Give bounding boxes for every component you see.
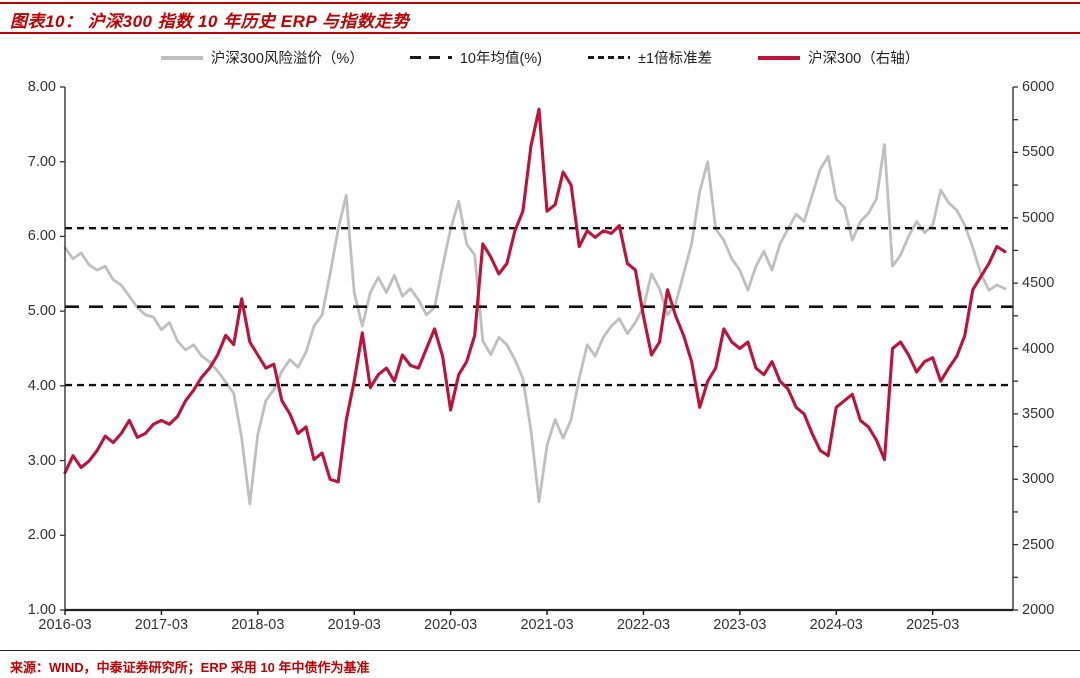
legend-item-2: ±1倍标准差 (588, 47, 712, 68)
legend-item-1: 10年均值(%) (409, 47, 543, 68)
legend-item-0: 沪深300风险溢价（%） (160, 47, 364, 68)
y-left-tick-label: 3.00 (27, 452, 56, 469)
y-right-tick-label: 3500 (1022, 405, 1055, 422)
title-bottom-rule (0, 32, 1080, 34)
plot-area (60, 86, 1018, 615)
y-left-tick-label: 1.00 (27, 602, 56, 618)
legend-label: ±1倍标准差 (638, 51, 713, 67)
y-right-tick-label: 4500 (1022, 275, 1055, 292)
index-line-series (63, 107, 1007, 484)
y-left-tick-label: 6.00 (27, 228, 56, 245)
y-right-tick-label: 2500 (1022, 536, 1055, 553)
y-right-tick-label: 5500 (1022, 144, 1055, 161)
x-tick-label: 2016-03 (38, 617, 92, 633)
y-right-tick-label: 2000 (1022, 602, 1055, 618)
x-tick-label: 2022-03 (616, 617, 671, 633)
legend-label: 10年均值(%) (459, 51, 543, 67)
chart-title: 图表10： 沪深300 指数 10 年历史 ERP 与指数走势 (10, 12, 410, 31)
x-tick-label: 2018-03 (231, 617, 285, 633)
legend-item-3: 沪深300（右轴） (758, 47, 919, 68)
source-note: 来源：WIND，中泰证券研究所；ERP 采用 10 年中债作为基准 (10, 660, 370, 675)
footer-rule (0, 650, 1080, 651)
x-tick-label: 2024-03 (809, 617, 863, 633)
y-right-tick-label: 6000 (1022, 79, 1055, 95)
x-tick-label: 2019-03 (327, 617, 381, 633)
y-left-tick-label: 7.00 (27, 153, 56, 170)
y-right-tick-label: 5000 (1022, 209, 1055, 226)
chart-legend: 沪深300风险溢价（%） 10年均值(%) ±1倍标准差 沪深300（右轴） (0, 47, 1080, 68)
legend-label: 沪深300风险溢价（%） (210, 51, 364, 67)
y-left-tick-label: 5.00 (27, 303, 56, 320)
legend-swatch-solid-gray (160, 55, 203, 60)
legend-swatch-dash-long (409, 56, 452, 59)
y-left-tick-label: 2.00 (27, 527, 56, 544)
x-tick-label: 2017-03 (134, 617, 189, 633)
legend-swatch-solid-red (758, 55, 801, 60)
y-left-tick-label: 8.00 (27, 79, 56, 95)
legend-label: 沪深300（右轴） (808, 51, 920, 67)
y-right-tick-label: 3000 (1022, 471, 1055, 488)
title-top-rule (0, 2, 1080, 4)
y-right-tick-label: 4000 (1022, 340, 1055, 357)
x-tick-label: 2023-03 (713, 617, 767, 633)
x-tick-label: 2020-03 (424, 617, 478, 633)
x-tick-label: 2025-03 (906, 617, 960, 633)
y-left-tick-label: 4.00 (27, 377, 56, 394)
x-tick-label: 2021-03 (520, 617, 574, 633)
legend-swatch-dash-short (588, 56, 631, 59)
erp-line-series (63, 143, 1007, 506)
